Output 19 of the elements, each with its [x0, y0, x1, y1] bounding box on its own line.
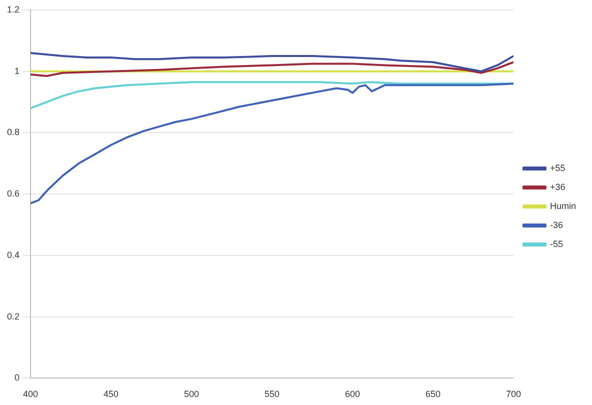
x-tick-label: 600	[344, 389, 360, 400]
x-tick-label: 450	[103, 389, 119, 400]
legend-label: -36	[550, 220, 564, 230]
y-tick-label: 0.8	[6, 127, 20, 138]
x-tick-label: 550	[264, 389, 280, 400]
y-tick-label: 1	[14, 66, 20, 76]
x-tick-label: 400	[22, 389, 38, 400]
y-tick-label: 0.4	[6, 250, 20, 260]
legend-label: Humin	[550, 200, 576, 211]
x-tick-label: 700	[506, 389, 522, 400]
x-tick-label: 500	[184, 389, 200, 400]
legend-label: +55	[550, 162, 566, 173]
y-tick-label: 0	[14, 372, 20, 383]
y-tick-label: 1.2	[6, 4, 20, 14]
legend-label: -55	[550, 238, 564, 249]
legend-label: +36	[550, 182, 566, 192]
y-tick-label: 0.2	[6, 311, 20, 322]
x-tick-label: 650	[425, 389, 441, 400]
y-tick-label: 0.6	[6, 188, 20, 199]
